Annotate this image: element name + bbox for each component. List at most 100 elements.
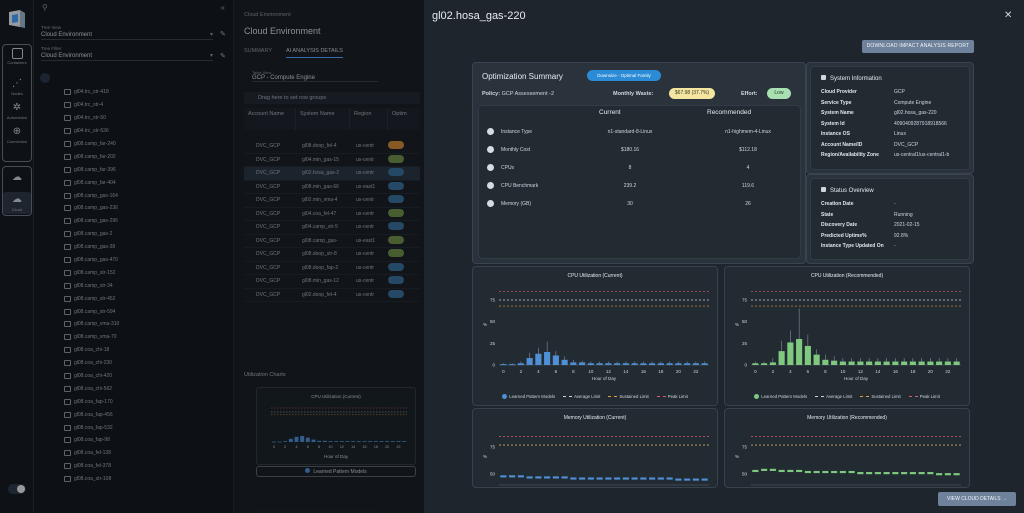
data-bar[interactable] [927,361,934,365]
data-bar[interactable] [631,363,638,365]
tree-item[interactable]: gl08.camp_gas-164 [64,189,119,202]
data-bar[interactable] [761,363,768,365]
tree-filter-select[interactable]: Cloud Environment [41,51,213,61]
column-header-system[interactable]: System Name [296,108,350,130]
tree-item[interactable]: gl08.camp_vma-70 [64,331,119,344]
data-bar[interactable] [666,477,673,480]
data-bar[interactable] [544,476,551,479]
legend-learned[interactable]: Learned Pattern Models [502,394,555,399]
view-cloud-details-button[interactable]: VIEW CLOUD DETAILS → [938,492,1016,506]
data-bar[interactable] [778,469,785,473]
data-bar[interactable] [866,472,873,475]
data-bar[interactable] [804,345,811,365]
data-bar[interactable] [831,360,838,365]
column-header-region[interactable]: Region [350,108,388,130]
data-bar[interactable] [666,363,673,365]
data-bar[interactable] [857,361,864,365]
tree-item[interactable]: gl08.camp_far-404 [64,176,119,189]
tree-item[interactable]: gl08.camp_vma-310 [64,318,119,331]
tree-item[interactable]: gl08.coa_fel-378 [64,460,119,473]
rail-connection[interactable]: ⊕ Connection [3,124,31,154]
data-bar[interactable] [692,363,699,365]
data-bar[interactable] [640,477,647,480]
table-view-select[interactable]: GCP - Compute Engine [252,75,378,82]
learned-pattern-models-button[interactable]: Learned Pattern Models [256,466,416,477]
data-bar[interactable] [804,470,811,474]
tree-item[interactable]: gl08.camp_gas-236 [64,202,119,215]
data-bar[interactable] [570,477,577,480]
tree-item[interactable]: gl08.coa_fap-170 [64,395,119,408]
modal-backdrop[interactable] [0,0,424,513]
tree-item[interactable]: gl08.coa_fap-98 [64,434,119,447]
data-bar[interactable] [561,476,568,479]
data-bar[interactable] [796,469,803,473]
data-bar[interactable] [552,476,559,479]
tree-item[interactable]: gl08.coa_chi-562 [64,382,119,395]
data-bar[interactable] [901,472,908,475]
utilization-charts-header[interactable]: Utilization Charts [244,372,286,378]
close-icon[interactable]: ✕ [1004,10,1013,21]
legend-sustained[interactable]: Sustained Limit [608,394,649,399]
tree-item[interactable]: gl08.camp_str-34 [64,279,119,292]
data-bar[interactable] [953,361,960,365]
tree-item[interactable]: gl08.camp_far-396 [64,163,119,176]
data-bar[interactable] [901,361,908,365]
data-bar[interactable] [605,477,612,480]
table-row[interactable]: DVC_GCP gl08.camp_gas-us-east1 [244,235,420,248]
data-bar[interactable] [787,469,794,473]
legend-average[interactable]: Average Limit [563,394,600,399]
data-bar[interactable] [909,472,916,475]
tree-item[interactable]: gl08.coa_fap-456 [64,408,119,421]
tree-item[interactable]: gl08.coa_chi-420 [64,370,119,383]
data-bar[interactable] [831,470,838,474]
data-bar[interactable] [769,362,776,365]
legend-peak[interactable]: Peak Limit [908,394,940,399]
data-bar[interactable] [614,477,621,480]
data-bar[interactable] [822,359,829,365]
data-bar[interactable] [839,361,846,365]
table-row[interactable]: DVC_GCP gl08.doop_fap-2 us-centr [244,262,420,275]
legend-sustained[interactable]: Sustained Limit [860,394,901,399]
data-bar[interactable] [675,363,682,365]
data-bar[interactable] [769,468,776,471]
tree-item[interactable]: gl08.camp_gas-470 [64,254,119,267]
tab-ai-analysis[interactable]: AI ANALYSIS DETAILS [286,48,343,58]
column-header-account[interactable]: Account Name [244,108,296,130]
data-bar[interactable] [874,361,881,365]
data-bar[interactable] [848,361,855,365]
data-bar[interactable] [761,468,768,471]
table-row[interactable]: DVC_GCP gl02.doop_fel-4 us-centr [244,289,420,302]
tree-item[interactable]: gl08.camp_str-452 [64,292,119,305]
data-bar[interactable] [701,478,708,481]
data-bar[interactable] [596,363,603,365]
data-bar[interactable] [787,342,794,365]
data-bar[interactable] [918,472,925,475]
data-bar[interactable] [866,361,873,365]
rail-containers[interactable]: Containers [3,46,31,76]
legend-learned[interactable]: Learned Pattern Models [754,394,807,399]
data-bar[interactable] [526,476,533,479]
tree-item[interactable]: gl04.trc_str-418 [64,86,119,99]
data-bar[interactable] [587,363,594,365]
data-bar[interactable] [953,473,960,476]
data-bar[interactable] [552,355,559,365]
data-bar[interactable] [587,477,594,480]
app-logo[interactable] [6,8,28,30]
data-bar[interactable] [692,478,699,481]
data-bar[interactable] [570,362,577,365]
data-bar[interactable] [944,473,951,476]
tree-item[interactable]: gl04.trc_str-50 [64,112,119,125]
data-bar[interactable] [509,475,516,478]
legend-average[interactable]: Average Limit [815,394,852,399]
data-bar[interactable] [517,363,524,365]
data-bar[interactable] [892,361,899,365]
data-bar[interactable] [752,363,759,365]
data-bar[interactable] [857,472,864,475]
data-bar[interactable] [701,363,708,365]
row-group-drop-zone[interactable]: Drag here to set row groups [244,92,420,104]
tree-item[interactable]: gl04.trc_str-4 [64,99,119,112]
data-bar[interactable] [813,470,820,474]
table-row[interactable]: DVC_GCP gl02.hosa_gas-2 us-centr [244,167,420,181]
data-bar[interactable] [752,469,759,473]
tree-item[interactable]: gl08.coa_fel-138 [64,447,119,460]
